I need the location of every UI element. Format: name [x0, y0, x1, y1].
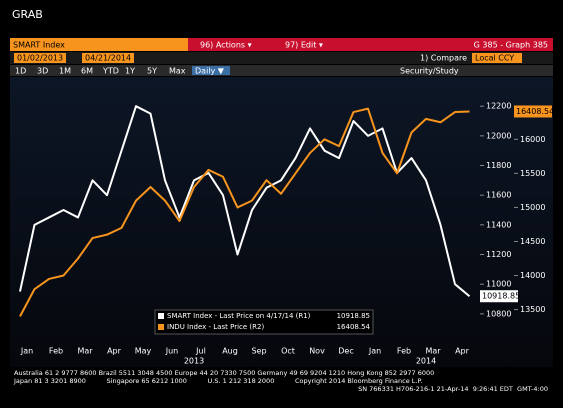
- y2-tick-label: 15500: [520, 169, 545, 178]
- period[interactable]: 3D: [37, 67, 48, 76]
- legend-label: SMART Index - Last Price on 4/17/14 (R1): [167, 312, 311, 320]
- x-tick-label: Jan: [368, 347, 381, 356]
- y-tick-label: 12200: [486, 102, 511, 111]
- y-tick-label: 10800: [486, 309, 511, 318]
- period[interactable]: 6M: [81, 67, 93, 76]
- last-value-box: [480, 290, 518, 303]
- x-tick-label: Nov: [309, 347, 325, 356]
- actions[interactable]: 96) Actions ▾: [200, 41, 252, 50]
- legend-value: 16408.54: [337, 323, 371, 331]
- y2-tick-label: 14000: [520, 271, 545, 280]
- y2-tick-label: 13500: [520, 305, 545, 314]
- series-line: [19, 105, 471, 297]
- footer-line: Japan 81 3 3201 8900 Singapore 65 6212 1…: [13, 377, 422, 385]
- y-tick-label: 11800: [486, 161, 511, 170]
- x-tick-label: Mar: [77, 347, 93, 356]
- window-title: GRAB: [12, 8, 43, 21]
- edit[interactable]: 97) Edit ▾: [285, 41, 323, 50]
- y-tick-label: 11200: [486, 250, 511, 259]
- x-tick-label: Jan: [20, 347, 33, 356]
- compare[interactable]: 1) Compare: [420, 54, 467, 63]
- y-tick-label: 11400: [486, 220, 511, 229]
- footer-line: Australia 61 2 9777 8600 Brazil 5511 304…: [14, 369, 434, 377]
- x-tick-label: Mar: [425, 347, 441, 356]
- y2-tick-label: 16000: [520, 135, 545, 144]
- end-date[interactable]: 04/21/2014: [85, 54, 131, 63]
- x-tick-label: Jul: [195, 347, 206, 356]
- series-line: [19, 107, 470, 317]
- legend-value: 10918.85: [337, 312, 370, 320]
- legend-label: INDU Index - Last Price (R2): [167, 323, 264, 331]
- currency[interactable]: Local CCY: [475, 54, 514, 63]
- y-tick-label: 12000: [486, 131, 511, 140]
- start-box[interactable]: [14, 53, 66, 63]
- frequency-box[interactable]: [192, 66, 230, 75]
- x-tick-label: Jun: [165, 347, 179, 356]
- currency-box[interactable]: [472, 53, 522, 63]
- period[interactable]: 5Y: [147, 67, 157, 76]
- y2-tick-label: 14500: [520, 237, 545, 246]
- menu-bar: [188, 38, 553, 51]
- x-tick-label: Aug: [222, 347, 238, 356]
- frequency[interactable]: Daily ▼: [195, 67, 225, 76]
- y2-tick-label: 15000: [520, 203, 545, 212]
- period[interactable]: 1M: [59, 67, 71, 76]
- security-bar: [10, 38, 188, 51]
- graph-name: G 385 - Graph 385: [474, 41, 548, 50]
- study[interactable]: Security/Study: [400, 67, 459, 76]
- x-tick-label: Apr: [455, 347, 470, 356]
- last-value-label: 16408.54: [516, 107, 554, 116]
- y-tick-label: 11600: [486, 191, 511, 200]
- security: SMART Index: [13, 41, 65, 50]
- period[interactable]: 1Y: [125, 67, 135, 76]
- x-tick-label: Oct: [281, 347, 295, 356]
- x-tick-label: Sep: [251, 347, 266, 356]
- x-tick-label: Feb: [49, 347, 63, 356]
- last-value-box: [514, 105, 552, 118]
- year-label: 2013: [184, 357, 204, 366]
- x-tick-label: Dec: [338, 347, 353, 356]
- x-tick-label: May: [135, 347, 152, 356]
- period-row: [10, 65, 553, 76]
- x-tick-label: Feb: [397, 347, 411, 356]
- date-row: [10, 52, 553, 64]
- start-date[interactable]: 01/02/2013: [17, 54, 63, 63]
- legend-swatch: [158, 324, 164, 330]
- period[interactable]: YTD: [102, 67, 119, 76]
- x-tick-label: Apr: [107, 347, 122, 356]
- y-tick-label: 11000: [486, 280, 511, 289]
- legend: [154, 309, 374, 335]
- legend-swatch: [158, 313, 164, 319]
- year-label: 2014: [416, 357, 436, 366]
- end-box[interactable]: [82, 53, 134, 63]
- period[interactable]: Max: [169, 67, 186, 76]
- last-value-label: 10918.85: [482, 292, 520, 301]
- footer-line: SN 766331 H706-216-1 21-Apr-14 9:26:41 E…: [358, 385, 548, 393]
- period[interactable]: 1D: [15, 67, 26, 76]
